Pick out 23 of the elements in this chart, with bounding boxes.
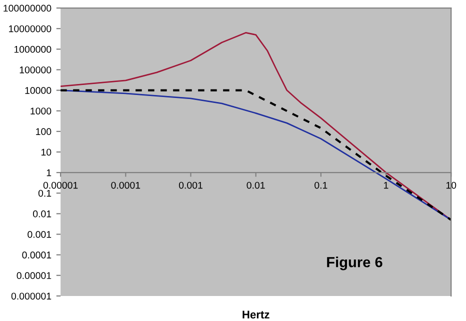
y-tick-label: 100000 (20, 66, 52, 74)
y-tick-label: 0.0001 (22, 252, 52, 258)
y-tick-label: 0.01 (33, 210, 52, 218)
annotation: Figure 6 (327, 256, 382, 270)
x-tick-label: 0.1 (314, 182, 328, 189)
y-tick-label: 0.1 (38, 190, 52, 197)
y-tick-label: 1000 (30, 108, 52, 114)
y-tick-label: 10 (41, 148, 52, 156)
y-tick-label: 1 (46, 169, 52, 176)
y-tick-label: 100 (36, 128, 52, 136)
x-tick-label: 0.001 (178, 182, 202, 189)
y-tick-label: 0.001 (28, 230, 52, 238)
x-tick-label: 1 (384, 182, 388, 189)
x-tick-label: 10 (446, 182, 456, 189)
y-tick-label: 10000 (25, 87, 52, 94)
x-tick-label: 0.01 (246, 182, 265, 189)
y-tick-label: 0.00001 (16, 272, 52, 280)
x-tick-label: 0.0001 (111, 182, 140, 189)
y-tick-label: 1000000 (14, 46, 52, 53)
y-tick-label: 0.000001 (11, 292, 52, 300)
y-tick-label: 10000000 (9, 25, 52, 32)
x-axis-title: Hertz (242, 310, 270, 319)
y-tick-label: 100000000 (4, 4, 52, 12)
